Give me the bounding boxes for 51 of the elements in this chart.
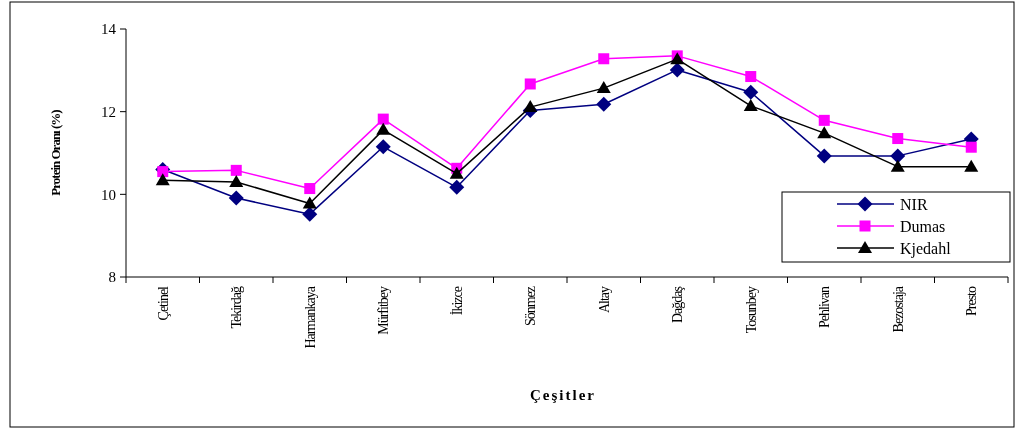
x-tick-label: Sönmez [523,286,539,327]
x-tick-label: Presto [964,286,980,316]
point [892,133,904,145]
legend-label: Dumas [900,217,946,235]
point [228,190,244,206]
x-tick-label: Mürfitbey [376,286,392,335]
point [596,96,612,112]
point [157,166,169,178]
x-tick-label: Tosunbey [743,286,759,334]
point [449,179,465,195]
point [376,122,391,135]
point [669,62,685,78]
point [375,139,391,155]
legend-label: NIR [900,195,928,213]
point [377,113,389,125]
point [964,159,979,172]
point [302,206,318,222]
y-tick-label: 10 [101,186,116,203]
point [598,53,610,65]
point [523,100,538,113]
x-tick-label: Pehlivan [817,286,833,328]
x-tick-label: Tekirdağ [229,286,245,329]
point [816,148,832,164]
point [302,196,317,209]
point [965,141,977,153]
point [596,81,611,94]
x-tick-label: İkizce [449,286,465,316]
point [743,84,759,100]
point [817,126,832,139]
legend-label: Kjedahl [900,239,952,258]
y-tick-label: 14 [101,21,117,38]
point [743,98,758,111]
point [229,174,244,187]
point [745,71,757,83]
y-axis-title: Protein Oranı (%) [48,109,63,196]
point [155,173,170,186]
y-tick-label: 8 [108,269,116,286]
point [890,148,906,164]
x-tick-label: Çetinel [155,285,171,321]
x-tick-label: Harmankaya [302,285,318,349]
x-axis-title: Çeşitler [530,387,596,403]
x-tick-label: Dağdaş [670,286,686,323]
point [524,78,536,90]
x-tick-label: Bezostaja [890,285,906,333]
y-tick-label: 12 [101,103,116,120]
point [818,114,830,126]
point [890,159,905,172]
x-tick-label: Altay [596,286,612,314]
point [230,164,242,176]
point [449,166,464,179]
point [304,183,316,195]
